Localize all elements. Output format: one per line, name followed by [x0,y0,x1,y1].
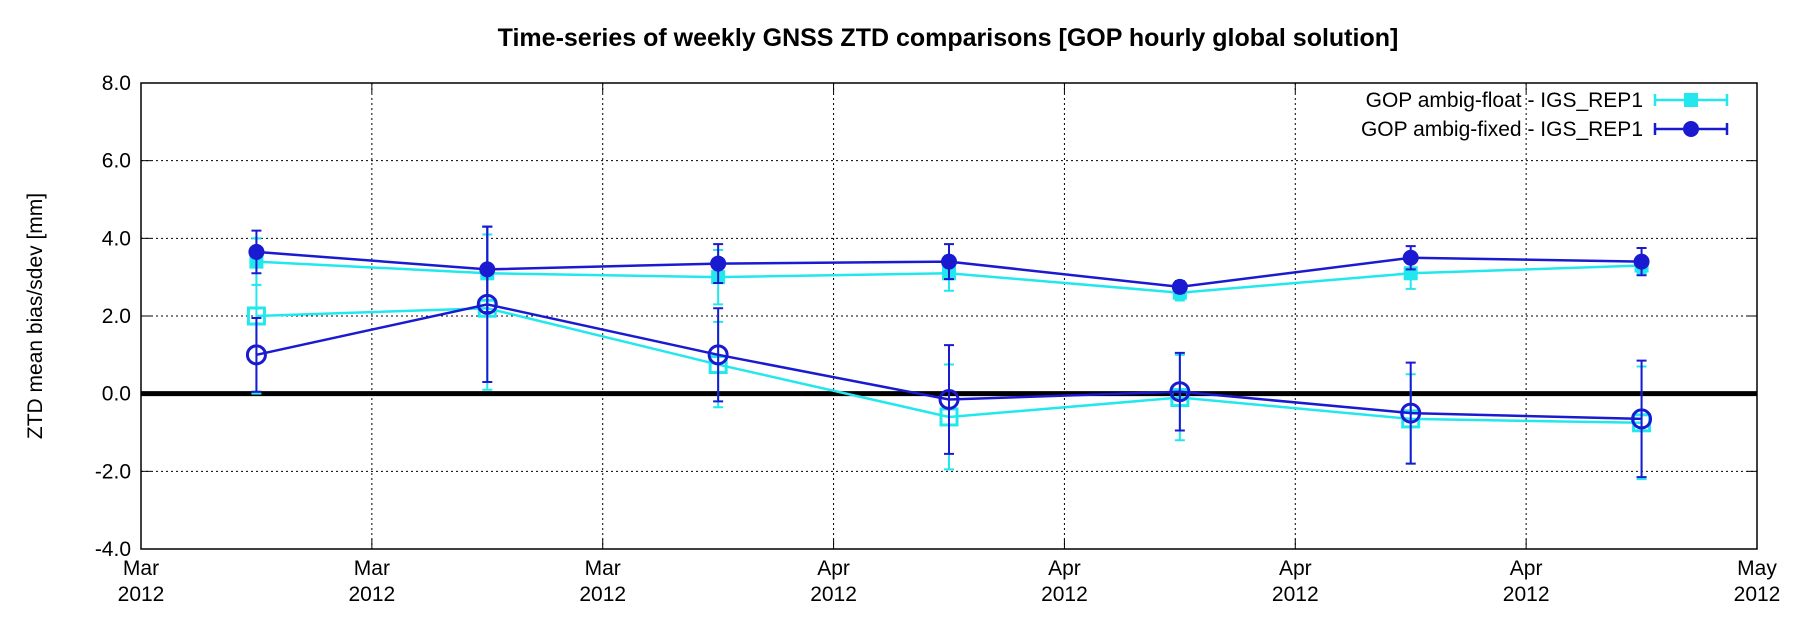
error-bar [713,307,724,403]
y-tick-label: 8.0 [102,72,131,95]
x-tick-label: Mar 2012 [348,557,395,606]
y-tick-label: 4.0 [102,227,131,250]
legend-label: GOP ambig-fixed - IGS_REP1 [1361,118,1643,141]
error-bar [944,344,954,455]
x-tick-label-line: 2012 [348,583,395,606]
y-tick-label: 0.0 [102,383,131,406]
x-tick-label-line: 2012 [118,583,165,606]
bias-marker [1631,408,1653,430]
error-bar [1636,359,1647,479]
bias-marker [938,388,960,410]
error-bar [251,316,262,393]
plot-frame [140,82,1758,550]
x-tick-label-line: 2012 [579,583,626,606]
x-tick-label: Mar 2012 [118,557,165,606]
y-axis-label: ZTD mean bias/sdev [mm] [24,193,47,439]
error-bar [1174,351,1185,432]
sdev-marker [710,255,727,272]
x-tick-label-line: 2012 [810,583,857,606]
y-tick-label: -2.0 [95,460,131,483]
bias-marker [1169,381,1191,403]
x-tick-label: Mar 2012 [579,557,626,606]
sdev-marker [1633,253,1650,270]
x-tick-label-line: Mar [354,557,390,580]
x-tick-label-line: 2012 [1041,583,1088,606]
x-tick-label: Apr 2012 [1272,557,1319,606]
bias-marker [707,344,729,366]
sdev-marker [248,243,265,260]
x-tick-label-line: 2012 [1734,583,1781,606]
x-tick-label-line: May [1737,557,1777,580]
legend-marker [1683,121,1699,137]
x-tick-label-line: Mar [585,557,621,580]
bias-marker [245,344,267,366]
x-tick-label-line: Apr [1510,557,1543,580]
x-tick-label-line: Mar [123,557,159,580]
legend-label: GOP ambig-float - IGS_REP1 [1366,89,1643,112]
x-tick-label: Apr 2012 [810,557,857,606]
x-tick-label: Apr 2012 [1503,557,1550,606]
x-tick-label-line: Apr [1048,557,1081,580]
sdev-marker [479,261,496,278]
x-tick-label: May 2012 [1734,557,1781,606]
y-tick-label: 6.0 [102,150,131,173]
x-tick-label-line: Apr [817,557,850,580]
x-tick-label: Apr 2012 [1041,557,1088,606]
y-tick-label: 2.0 [102,305,131,328]
x-tick-label-line: Apr [1279,557,1312,580]
legend-marker [1684,93,1698,107]
sdev-marker [941,253,957,270]
x-tick-label-line: 2012 [1272,583,1319,606]
sdev-marker [1402,249,1419,266]
error-bar [1405,361,1416,465]
chart-title: Time-series of weekly GNSS ZTD compariso… [498,24,1399,52]
x-tick-label-line: 2012 [1503,583,1550,606]
y-tick-label: -4.0 [95,538,131,561]
sdev-marker [1171,278,1188,295]
bias-marker [1400,402,1422,424]
